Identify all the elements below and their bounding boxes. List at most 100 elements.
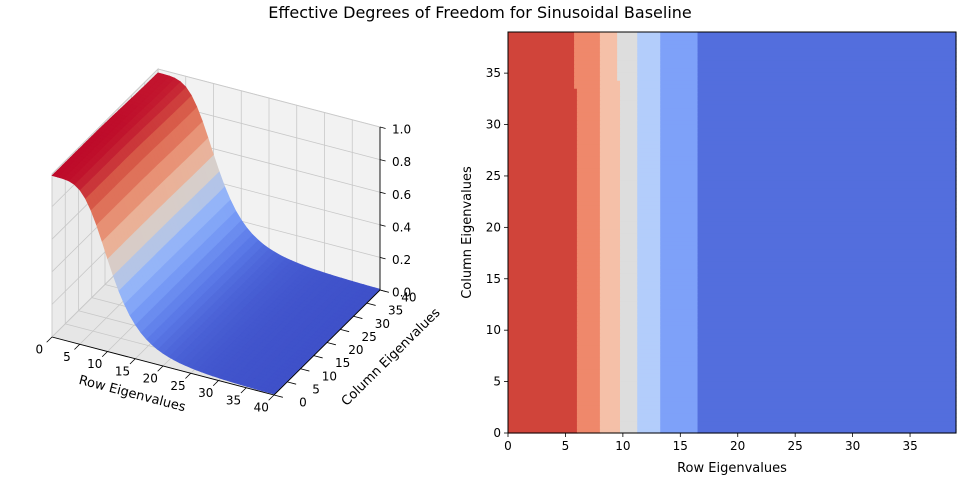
surface-z-tick xyxy=(379,191,386,195)
contour-band-cell xyxy=(660,184,699,189)
contour-band-cell xyxy=(508,272,578,278)
contour-band-cell xyxy=(660,144,699,149)
contour-band-cell xyxy=(599,48,618,53)
contour-band-cell xyxy=(599,376,621,382)
contour-band-cell xyxy=(697,248,957,254)
contour-band-cell xyxy=(508,248,578,254)
contour-band-cell xyxy=(599,304,621,310)
contour-band-cell xyxy=(637,340,661,346)
surface-y-tick-label: 10 xyxy=(322,369,337,383)
contour-band-cell xyxy=(576,148,601,153)
contour-band-cell xyxy=(599,64,618,69)
contour-band-cell xyxy=(697,296,957,302)
contour-band-cell xyxy=(697,284,957,290)
surface-y-tick-label: 5 xyxy=(312,382,320,396)
surface-y-tick xyxy=(353,315,363,319)
contour-band-cell xyxy=(697,148,957,153)
contour-band-cell xyxy=(660,328,699,334)
contour-band-cell xyxy=(576,104,601,109)
contour-band-cell xyxy=(697,240,957,246)
contour-band-cell xyxy=(576,288,601,294)
contour-band-cell xyxy=(697,128,957,133)
contour-band-cell xyxy=(620,288,638,294)
contour-band-cell xyxy=(599,240,621,246)
contour-band-cell xyxy=(508,168,578,173)
contour-band-cell xyxy=(599,104,621,109)
contour-band-cell xyxy=(660,344,699,350)
surface-x-tick xyxy=(212,380,219,387)
contour-band-cell xyxy=(660,152,699,157)
contour-band-cell xyxy=(637,304,661,310)
contour-band-cell xyxy=(660,176,699,181)
contour-band-cell xyxy=(697,388,957,394)
contour-band-cell xyxy=(660,384,699,390)
contour-band-cell xyxy=(620,124,638,129)
contour-band-cell xyxy=(574,36,601,41)
contour-band-cell xyxy=(508,156,578,161)
contour-band-cell xyxy=(620,304,638,310)
contour-band-cell xyxy=(576,192,601,198)
contour-band-cell xyxy=(599,276,621,282)
contour-band-cell xyxy=(637,140,661,145)
contour-band-cell xyxy=(660,120,699,125)
contour-band-cell xyxy=(508,376,578,382)
contour-band-cell xyxy=(637,184,661,189)
contour-band-cell xyxy=(508,80,575,85)
contour-band-cell xyxy=(697,100,957,105)
contour-band-cell xyxy=(508,232,578,238)
contour-band-cell xyxy=(697,292,957,298)
contour-band-cell xyxy=(620,160,638,165)
contour-band-cell xyxy=(599,116,621,121)
contour-band-cell xyxy=(637,292,661,298)
contour-band-cell xyxy=(697,212,957,218)
contour-band-cell xyxy=(508,292,578,298)
contour-band-cell xyxy=(508,40,575,45)
contour-band-cell xyxy=(637,148,661,153)
contour-band-cell xyxy=(697,408,957,414)
surface-x-tick xyxy=(129,358,136,365)
contour-band-cell xyxy=(576,204,601,210)
contour-band-cell xyxy=(599,412,621,418)
contour-band-cell xyxy=(508,356,578,362)
contour-band-cell xyxy=(599,248,621,254)
contour-band-cell xyxy=(660,304,699,310)
contour-band-cell xyxy=(508,188,578,193)
contour-band-cell xyxy=(620,320,638,326)
contour-band-cell xyxy=(620,328,638,334)
contour-band-cell xyxy=(637,344,661,350)
contour-band-cell xyxy=(599,356,621,362)
contour-band-cell xyxy=(576,372,601,378)
contour-band-cell xyxy=(599,112,621,117)
contour-band-cell xyxy=(637,40,661,45)
contour-band-cell xyxy=(508,288,578,294)
contour-band-cell xyxy=(599,256,621,262)
surface-x-tick xyxy=(46,336,53,343)
contour-band-cell xyxy=(637,416,661,422)
contour-band-cell xyxy=(660,36,699,41)
contour-band-cell xyxy=(508,404,578,410)
contour-band-cell xyxy=(620,400,638,406)
contour-band-cell xyxy=(508,144,578,149)
contour-band-cell xyxy=(508,224,578,230)
contour-band-cell xyxy=(508,148,578,153)
contour-band-cell xyxy=(637,128,661,133)
contour-band-cell xyxy=(660,208,699,214)
contour-band-cell xyxy=(508,284,578,290)
contour-band-cell xyxy=(508,332,578,338)
contour-band-cell xyxy=(660,48,699,53)
contour-band-cell xyxy=(599,368,621,374)
contour-band-cell xyxy=(617,56,638,61)
contour-band-cell xyxy=(599,348,621,354)
contour-band-cell xyxy=(697,256,957,262)
contour-band-cell xyxy=(637,356,661,362)
contour-band-cell xyxy=(620,144,638,149)
contour-band-cell xyxy=(599,124,621,129)
contour-band-cell xyxy=(697,252,957,258)
contour-band-cell xyxy=(620,116,638,121)
contour-band-cell xyxy=(620,92,638,97)
contour-band-cell xyxy=(697,300,957,306)
contour-band-cell xyxy=(620,412,638,418)
contour-band-cell xyxy=(637,268,661,274)
contour-band-cell xyxy=(599,336,621,342)
contour-band-cell xyxy=(660,124,699,129)
